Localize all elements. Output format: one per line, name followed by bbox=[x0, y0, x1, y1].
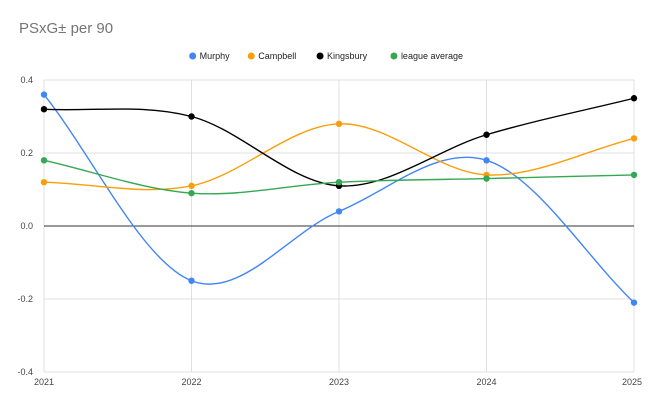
y-tick-label: 0.4 bbox=[20, 75, 33, 85]
data-point-kingsbury[interactable] bbox=[40, 106, 48, 113]
data-point-league-average[interactable] bbox=[483, 175, 490, 182]
y-tick-label: -0.2 bbox=[17, 294, 33, 304]
data-point-kingsbury[interactable] bbox=[483, 131, 490, 138]
data-point-campbell[interactable] bbox=[40, 179, 48, 186]
x-tick-label: 2025 bbox=[622, 377, 642, 387]
y-tick-label: -0.4 bbox=[17, 367, 33, 377]
data-point-kingsbury[interactable] bbox=[188, 113, 195, 120]
y-tick-label: 0.0 bbox=[20, 221, 33, 231]
legend-marker-murphy bbox=[189, 52, 197, 60]
data-point-league-average[interactable] bbox=[630, 171, 638, 179]
legend-marker-league-average bbox=[390, 52, 398, 60]
x-tick-label: 2023 bbox=[329, 377, 349, 387]
legend-item-campbell[interactable]: Campbell bbox=[247, 51, 297, 61]
legend-marker-kingsbury bbox=[316, 52, 324, 60]
data-point-league-average[interactable] bbox=[188, 189, 195, 197]
data-points bbox=[40, 91, 638, 306]
y-tick-label: 0.2 bbox=[20, 148, 33, 158]
data-point-campbell[interactable] bbox=[188, 182, 195, 190]
data-point-campbell[interactable] bbox=[630, 135, 638, 142]
data-point-league-average[interactable] bbox=[40, 157, 48, 164]
data-point-murphy[interactable] bbox=[630, 299, 638, 306]
x-tick-label: 2021 bbox=[34, 377, 54, 387]
data-point-murphy[interactable] bbox=[335, 208, 343, 215]
x-tick-label: 2022 bbox=[181, 377, 201, 387]
legend-label: Murphy bbox=[200, 51, 231, 61]
legend-item-murphy[interactable]: Murphy bbox=[189, 51, 230, 61]
legend-item-kingsbury[interactable]: Kingsbury bbox=[316, 51, 368, 61]
legend-label: league average bbox=[401, 51, 463, 61]
data-point-murphy[interactable] bbox=[188, 277, 195, 284]
legend-item-league-average[interactable]: league average bbox=[390, 51, 463, 61]
data-point-kingsbury[interactable] bbox=[630, 95, 638, 102]
x-tick-label: 2024 bbox=[476, 377, 496, 387]
data-point-murphy[interactable] bbox=[40, 91, 48, 98]
data-point-murphy[interactable] bbox=[483, 157, 490, 164]
legend-label: Kingsbury bbox=[327, 51, 368, 61]
legend-label: Campbell bbox=[258, 51, 296, 61]
legend[interactable]: Murphy Campbell Kingsbury league average bbox=[189, 51, 463, 61]
data-point-league-average[interactable] bbox=[335, 179, 343, 186]
legend-marker-campbell bbox=[247, 52, 255, 60]
chart-title: PSxG± per 90 bbox=[19, 20, 114, 37]
data-point-campbell[interactable] bbox=[335, 120, 343, 128]
